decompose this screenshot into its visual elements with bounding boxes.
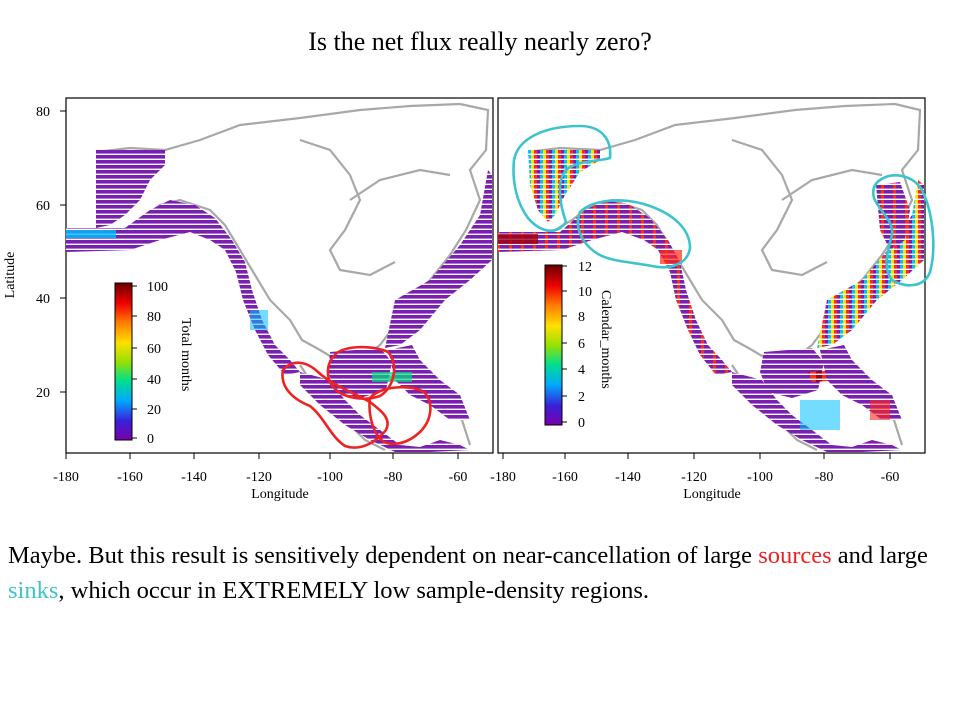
left-cb-tick-label: 40	[147, 373, 161, 388]
x-tick-label: -60	[449, 470, 468, 485]
left-axis-ticks	[60, 110, 459, 459]
body-text-part2: and large	[831, 542, 928, 569]
y-tick-label: 20	[36, 386, 50, 401]
x-tick-label: -120	[681, 470, 707, 485]
right-axis-ticks	[502, 453, 891, 459]
slide-title: Is the net flux really nearly zero?	[308, 27, 652, 56]
body-text-part1: Maybe. But this result is sensitively de…	[8, 542, 759, 569]
right-cb-tick-label: 2	[578, 390, 585, 405]
x-tick-label: -140	[181, 470, 207, 485]
x-tick-label: -80	[384, 470, 403, 485]
x-tick-label: -160	[552, 470, 578, 485]
x-tick-label: -180	[490, 470, 516, 485]
left-y-tick-labels: 80 60 40 20	[36, 105, 50, 401]
left-cb-tick-label: 80	[147, 310, 161, 325]
left-colorbar-label: Total months	[178, 318, 193, 391]
right-colorbar	[544, 264, 563, 426]
y-tick-label: 80	[36, 105, 50, 120]
right-cb-tick-label: 10	[578, 285, 592, 300]
right-cb-tick-label: 12	[578, 260, 592, 275]
right-colorbar-ticks	[562, 265, 567, 423]
left-source-loops	[281, 345, 432, 449]
left-cb-tick-label: 100	[147, 280, 168, 295]
right-colorbar-tick-labels: 12 10 8 6 4 2 0	[578, 260, 592, 431]
y-tick-label: 60	[36, 199, 50, 214]
right-cb-tick-label: 0	[578, 416, 585, 431]
right-x-axis-label: Longitude	[683, 487, 741, 502]
left-x-tick-labels: -180 -160 -140 -120 -100 -80 -60	[53, 470, 467, 485]
left-y-axis-label: Latitude	[3, 252, 18, 299]
right-colorbar-label: Calendar_months	[598, 290, 613, 389]
sources-highlight: sources	[758, 542, 832, 569]
left-x-axis-label: Longitude	[251, 487, 309, 502]
y-tick-label: 40	[36, 292, 50, 307]
x-tick-label: -140	[615, 470, 641, 485]
x-tick-label: -100	[747, 470, 773, 485]
left-cb-tick-label: 60	[147, 342, 161, 357]
right-data-bands	[498, 150, 924, 452]
right-x-tick-labels: -180 -160 -140 -120 -100 -80 -60	[490, 470, 899, 485]
x-tick-label: -160	[117, 470, 143, 485]
x-tick-label: -80	[815, 470, 834, 485]
left-colorbar-ticks	[132, 285, 137, 439]
x-tick-label: -100	[317, 470, 343, 485]
x-tick-label: -120	[246, 470, 272, 485]
left-cb-tick-label: 20	[147, 403, 161, 418]
right-sink-loops	[512, 124, 935, 287]
flux-maps-figure: 100 80 60 40 20 0 Total months 80 60 40 …	[3, 97, 935, 502]
body-paragraph: Maybe. But this result is sensitively de…	[8, 538, 953, 608]
right-cb-tick-label: 6	[578, 337, 585, 352]
body-text-part3: , which occur in EXTREMELY low sample-de…	[58, 577, 650, 604]
right-cb-tick-label: 8	[578, 310, 585, 325]
right-cb-tick-label: 4	[578, 363, 585, 378]
left-colorbar-tick-labels: 100 80 60 40 20 0	[147, 280, 168, 447]
right-map-panel: 12 10 8 6 4 2 0 Calendar_months -180 -16…	[490, 97, 935, 502]
left-data-bands	[66, 150, 492, 452]
x-tick-label: -180	[53, 470, 79, 485]
sinks-highlight: sinks	[8, 577, 59, 604]
left-cb-tick-label: 0	[147, 432, 154, 447]
x-tick-label: -60	[881, 470, 900, 485]
left-map-panel: 100 80 60 40 20 0 Total months 80 60 40 …	[3, 97, 494, 502]
left-colorbar	[114, 282, 133, 441]
